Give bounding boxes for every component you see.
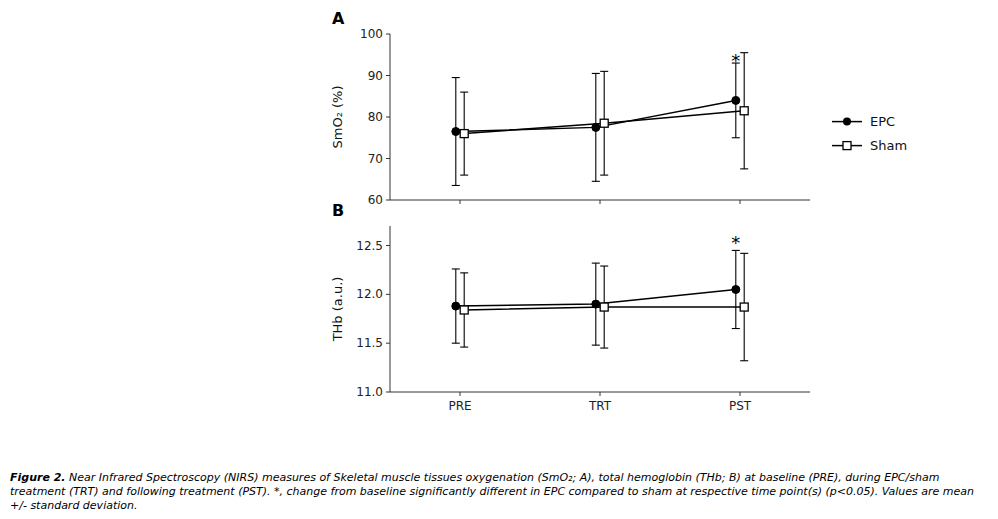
legend-marker: [843, 142, 851, 150]
point: [452, 302, 460, 310]
x-tick: [740, 200, 741, 204]
legend: EPC Sham: [832, 114, 907, 153]
panel-title: A: [332, 9, 345, 28]
x-tick-label: TRT: [588, 399, 612, 413]
y-tick: [386, 200, 390, 201]
error-bar: [460, 92, 468, 175]
error-bar: [740, 253, 748, 360]
y-tick-label: 12.5: [356, 239, 383, 253]
error-bar: [740, 53, 748, 169]
y-tick: [386, 294, 390, 295]
y-tick: [386, 158, 390, 159]
annotation: *: [731, 50, 740, 71]
panel: 60 70 80 90 100 SmO₂ (%) A * EPC Sham: [330, 9, 907, 207]
point: [732, 285, 740, 293]
y-tick: [386, 245, 390, 246]
annotation: *: [731, 232, 740, 253]
point: [452, 128, 460, 136]
y-tick-label: 100: [360, 27, 383, 41]
legend-marker: [843, 118, 851, 126]
chart: 60 70 80 90 100 SmO₂ (%) A * EPC Sham 11.0 11.5 12.0…: [0, 0, 998, 460]
point: [732, 96, 740, 104]
legend-label: EPC: [870, 114, 895, 129]
y-tick-label: 70: [368, 152, 383, 166]
error-bar: [460, 273, 468, 347]
error-bar: [592, 73, 600, 181]
caption-text: Near Infrared Spectroscopy (NIRS) measur…: [10, 471, 974, 512]
y-tick: [386, 392, 390, 393]
x-tick-label: PRE: [448, 399, 471, 413]
x-tick-label: PST: [729, 399, 752, 413]
error-bar: [452, 78, 460, 186]
y-tick: [386, 75, 390, 76]
error-bar: [732, 63, 740, 138]
plot-area: [452, 53, 748, 186]
plot-area: [452, 250, 748, 360]
y-tick-label: 90: [368, 69, 383, 83]
x-tick: [740, 392, 741, 396]
point: [740, 303, 748, 311]
error-bar: [732, 250, 740, 328]
caption: Figure 2. Near Infrared Spectroscopy (NI…: [10, 471, 988, 513]
error-bar: [452, 269, 460, 343]
point: [740, 107, 748, 115]
y-tick-label: 11.5: [356, 336, 383, 350]
x-tick: [460, 392, 461, 396]
point: [600, 119, 608, 127]
y-axis-label: THb (a.u.): [330, 277, 345, 343]
caption-bold: Figure 2.: [10, 471, 66, 484]
error-bar: [592, 263, 600, 345]
y-tick: [386, 117, 390, 118]
x-tick: [460, 200, 461, 204]
point: [600, 303, 608, 311]
error-bar: [600, 71, 608, 175]
y-tick-label: 11.0: [356, 385, 383, 399]
y-axis: [390, 226, 391, 392]
y-tick-label: 60: [368, 193, 383, 207]
panel: 11.0 11.5 12.0 12.5 PRE TRT PST THb (a.u.) B *: [330, 201, 810, 413]
point: [460, 306, 468, 314]
y-tick-label: 12.0: [356, 287, 383, 301]
point: [460, 130, 468, 138]
error-bar: [600, 266, 608, 348]
panel-title: B: [332, 201, 344, 220]
y-tick-label: 80: [368, 110, 383, 124]
x-tick: [600, 392, 601, 396]
x-tick: [600, 200, 601, 204]
y-tick: [386, 34, 390, 35]
y-tick: [386, 343, 390, 344]
y-axis-label: SmO₂ (%): [330, 86, 345, 149]
legend-label: Sham: [870, 138, 907, 153]
